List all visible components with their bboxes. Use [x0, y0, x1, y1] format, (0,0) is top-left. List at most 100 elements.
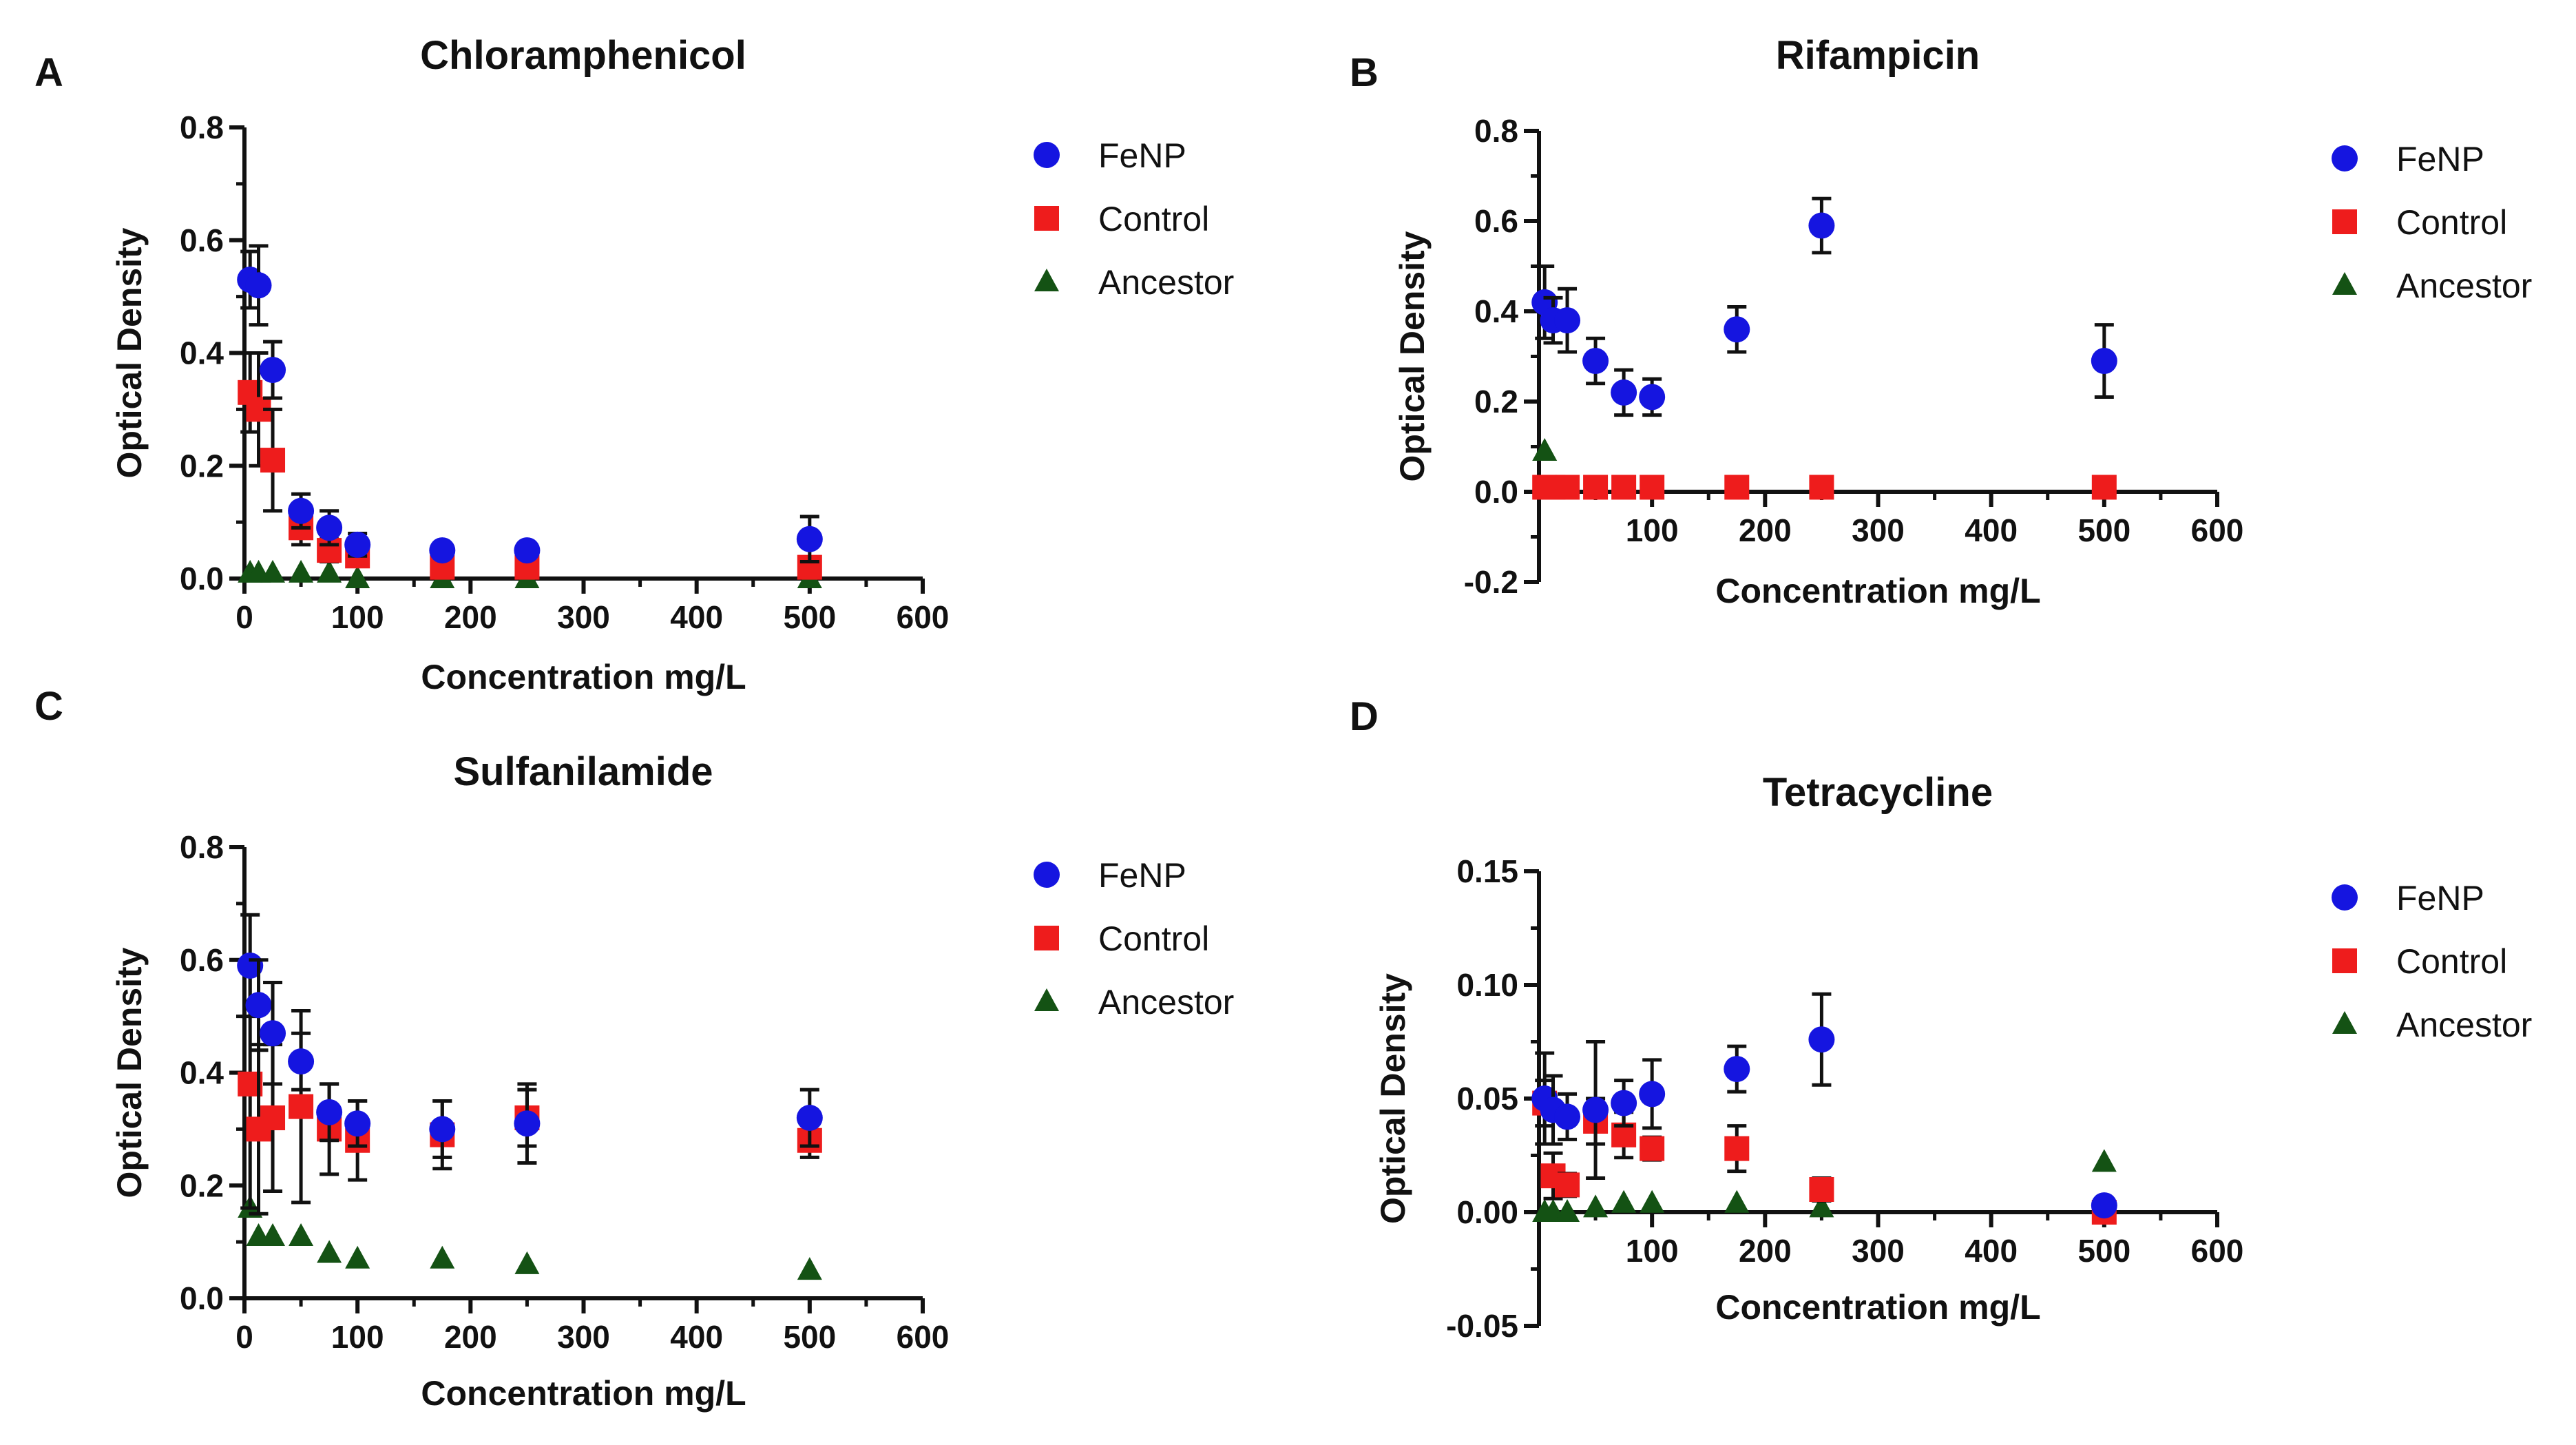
series-ancestor	[238, 1195, 822, 1280]
data-point-ancestor	[289, 1223, 314, 1246]
legend-label-control: Control	[1098, 919, 1209, 958]
data-point-ancestor	[797, 1257, 822, 1280]
y-tick-label: -0.05	[1446, 1308, 1518, 1344]
series-fenp	[237, 244, 823, 564]
x-tick-label: 200	[444, 599, 497, 635]
y-tick-label: 0.00	[1456, 1194, 1518, 1230]
x-tick-label: 500	[2077, 512, 2130, 548]
chart-title: Tetracycline	[1763, 770, 1993, 815]
x-tick-label: 500	[783, 599, 836, 635]
legend-marker-fenp	[2332, 145, 2358, 171]
data-point-fenp	[1611, 1090, 1637, 1116]
x-tick-label: 300	[557, 599, 610, 635]
data-point-fenp	[1611, 379, 1637, 406]
panel-sulfanilamide: C Sulfanilamide 0.0 0.2 0.4 0.6 0.8 0 100 200 300 4…	[34, 684, 1234, 1413]
data-point-ancestor	[514, 1251, 540, 1274]
legend-marker-ancestor	[2332, 1011, 2357, 1034]
data-point-fenp	[316, 1099, 343, 1125]
data-point-fenp	[288, 1048, 315, 1075]
chart-title: Rifampicin	[1776, 33, 1980, 78]
data-point-fenp	[245, 992, 272, 1019]
data-point-fenp	[1724, 316, 1750, 343]
data-point-ancestor	[260, 1223, 286, 1246]
x-axis-label: Concentration mg/L	[1715, 572, 2040, 610]
legend: FeNP Control Ancestor	[1034, 136, 1234, 302]
x-tick-label: 100	[331, 1319, 384, 1355]
series-fenp	[1531, 196, 2117, 417]
data-point-ancestor	[1555, 1199, 1580, 1222]
series-ancestor	[1532, 1149, 2117, 1222]
data-point-ancestor	[2091, 1149, 2117, 1172]
x-axis-label: Concentration mg/L	[421, 1374, 746, 1413]
data-point-ancestor	[1532, 438, 1558, 461]
legend-label-control: Control	[2396, 203, 2507, 242]
y-axis-label: Optical Density	[110, 947, 149, 1198]
x-tick-label: 300	[1852, 1233, 1905, 1269]
panel-letter: B	[1350, 50, 1379, 95]
series-fenp	[1531, 992, 2117, 1219]
legend: FeNP Control Ancestor	[2332, 140, 2532, 305]
legend-marker-fenp	[1034, 862, 1060, 888]
chart-title: Chloramphenicol	[420, 33, 746, 78]
x-tick-label: 600	[897, 1319, 950, 1355]
y-tick-label: 0.0	[180, 1280, 224, 1316]
x-tick-label: 100	[1626, 512, 1679, 548]
y-tick-label: 0.0	[1474, 474, 1518, 510]
data-point-control	[1809, 1177, 1834, 1202]
y-tick-label: 0.05	[1456, 1081, 1518, 1116]
data-point-fenp	[1582, 1096, 1609, 1123]
x-tick-label: 300	[557, 1319, 610, 1355]
x-tick-label: 100	[331, 599, 384, 635]
data-point-control	[1555, 475, 1580, 500]
legend-marker-ancestor	[1034, 269, 1059, 291]
panel-chloramphenicol: A Chloramphenicol 0.0 0.2 0.4 0.6 0.8 0 100 200 30…	[34, 33, 1234, 696]
legend-label-control: Control	[1098, 200, 1209, 238]
x-tick-label: 500	[2077, 1233, 2130, 1269]
data-point-fenp	[245, 272, 272, 299]
x-tick-label: 0	[235, 599, 253, 635]
data-point-ancestor	[1809, 1194, 1834, 1218]
y-tick-label: 0.2	[1474, 384, 1518, 419]
y-tick-label: 0.6	[180, 942, 224, 978]
data-point-control	[260, 448, 286, 473]
x-axis-label: Concentration mg/L	[421, 658, 746, 696]
data-point-fenp	[1639, 1081, 1666, 1108]
data-point-control	[2091, 475, 2117, 500]
data-point-control	[1809, 475, 1834, 500]
data-point-ancestor	[289, 559, 314, 583]
data-point-fenp	[796, 1105, 823, 1131]
x-tick-label: 600	[2191, 1233, 2244, 1269]
series-ancestor	[1532, 438, 1558, 461]
data-point-ancestor	[1724, 1189, 1750, 1213]
data-point-ancestor	[345, 565, 370, 588]
panel-letter: D	[1350, 694, 1379, 739]
y-tick-label: 0.4	[1474, 293, 1518, 329]
data-point-fenp	[514, 537, 541, 564]
data-point-ancestor	[430, 1245, 455, 1269]
data-point-ancestor	[260, 559, 286, 583]
y-tick-label: 0.6	[1474, 203, 1518, 239]
data-point-fenp	[1808, 1026, 1835, 1053]
data-point-fenp	[1808, 212, 1835, 239]
y-tick-label: 0.10	[1456, 967, 1518, 1003]
y-tick-label: 0.8	[180, 110, 224, 145]
series-fenp	[237, 913, 823, 1165]
legend-marker-fenp	[1034, 142, 1060, 168]
x-tick-label: 300	[1852, 512, 1905, 548]
data-point-control	[260, 1105, 286, 1130]
data-point-control	[1724, 1136, 1750, 1161]
legend-label-fenp: FeNP	[1098, 856, 1186, 895]
data-point-fenp	[2091, 1192, 2117, 1219]
data-point-fenp	[344, 1110, 371, 1137]
y-axis-label: Optical Density	[1374, 973, 1412, 1224]
data-point-ancestor	[1611, 1189, 1637, 1213]
y-tick-label: 0.6	[180, 222, 224, 258]
data-point-ancestor	[317, 1240, 342, 1263]
legend-label-ancestor: Ancestor	[2396, 267, 2532, 305]
y-tick-label: 0.2	[180, 1167, 224, 1203]
x-tick-label: 400	[1965, 1233, 2018, 1269]
legend-marker-control	[2332, 948, 2357, 973]
x-tick-label: 400	[670, 599, 723, 635]
legend-marker-ancestor	[1034, 988, 1059, 1011]
